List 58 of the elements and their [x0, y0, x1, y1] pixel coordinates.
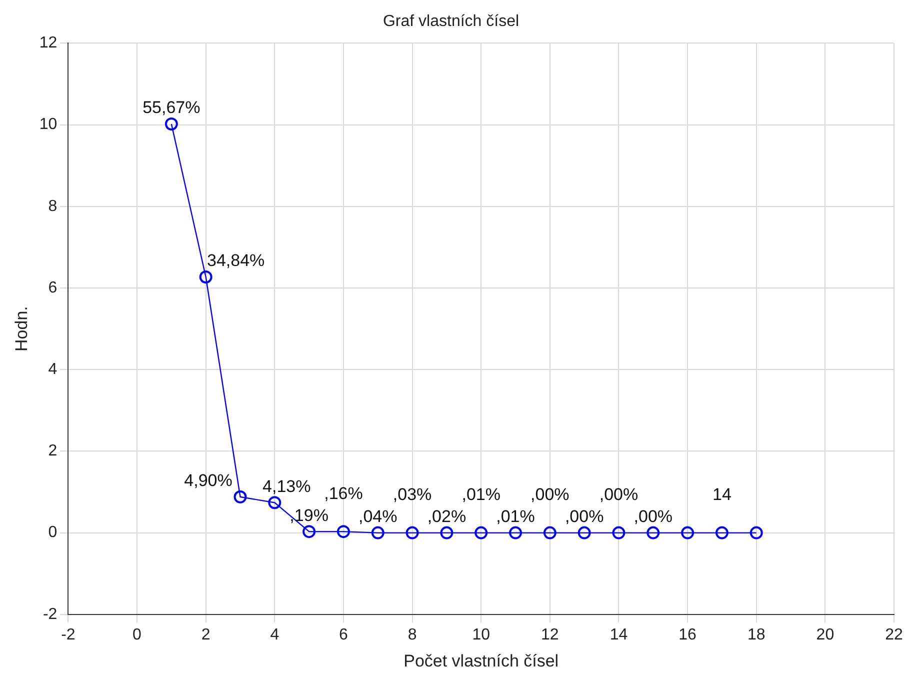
annotation: ,00%: [564, 506, 604, 526]
annotation: ,00%: [530, 484, 570, 504]
annotation: ,00%: [634, 506, 673, 526]
annotation: 14: [712, 484, 732, 504]
x-axis-title: Počet vlastních čísel: [404, 651, 559, 670]
x-tick-label: 10: [472, 626, 490, 644]
point: [681, 526, 694, 540]
annotation: ,19%: [290, 506, 328, 525]
x-tick-label: 4: [270, 626, 280, 644]
point: [336, 525, 350, 538]
x-tick-label: 14: [610, 626, 628, 644]
annotation: ,01%: [496, 506, 535, 526]
point: [715, 526, 728, 540]
chart-title: Graf vlastních čísel: [382, 13, 520, 30]
x-tick-label: 8: [408, 626, 417, 644]
x-tick-label: 20: [816, 626, 834, 644]
point: [234, 490, 247, 504]
y-tick-label: -2: [42, 606, 58, 623]
x-tick-label: 16: [678, 626, 697, 644]
point: [199, 270, 212, 284]
y-tick-label: 12: [39, 34, 58, 52]
point: [371, 526, 384, 540]
point: [440, 526, 454, 540]
y-tick-label: 4: [48, 361, 58, 378]
annotation: 4,90%: [184, 471, 232, 490]
y-tick-label: 6: [48, 279, 58, 296]
point: [509, 526, 522, 540]
x-tick-label: 2: [201, 626, 210, 644]
point: [268, 496, 282, 510]
annotation: 55,67%: [142, 98, 200, 118]
point: [302, 525, 316, 538]
x-tick-label: 18: [747, 626, 766, 644]
y-tick-label: 2: [48, 442, 58, 460]
y-tick-label: 0: [48, 524, 58, 542]
y-tick-label: 10: [39, 116, 58, 134]
annotation: ,04%: [358, 506, 398, 526]
y-axis-title: Hodn.: [12, 306, 31, 352]
point: [474, 526, 488, 540]
y-tick-label: 8: [48, 198, 58, 215]
annotation: ,01%: [462, 484, 500, 504]
annotation: ,02%: [427, 506, 466, 526]
point: [543, 526, 556, 540]
x-tick-label: 12: [541, 626, 559, 644]
annotation: 34,84%: [206, 251, 265, 270]
point: [578, 526, 591, 540]
x-tick-label: -2: [61, 626, 76, 644]
annotation: ,16%: [324, 484, 363, 503]
annotation: 4,13%: [262, 476, 311, 496]
point: [406, 526, 419, 540]
point: [164, 117, 178, 130]
point: [646, 526, 660, 540]
annotation: ,03%: [392, 484, 432, 504]
x-tick-label: 22: [885, 626, 903, 644]
point: [612, 526, 626, 540]
x-tick-label: 6: [339, 626, 348, 644]
point: [750, 526, 763, 540]
x-tick-label: 0: [132, 626, 142, 644]
annotation: ,00%: [599, 484, 638, 504]
